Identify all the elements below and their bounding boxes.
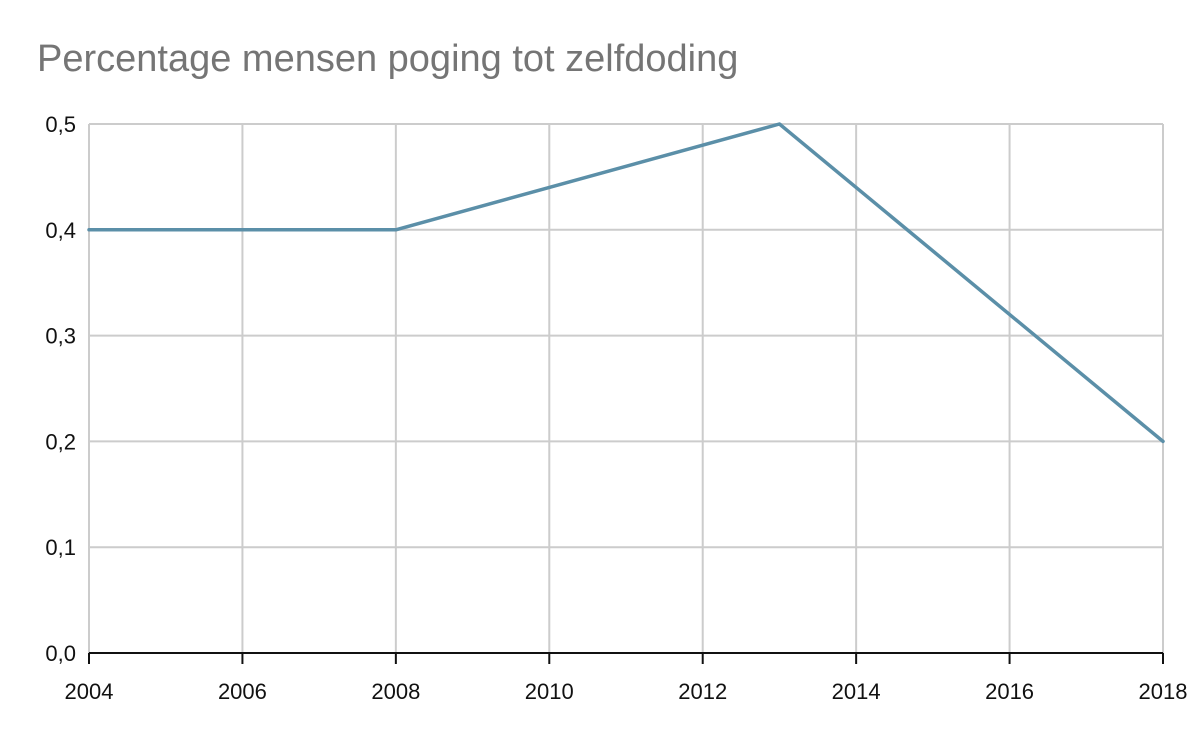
- y-axis-tick-labels: 0,0 0,1 0,2 0,3 0,4 0,5: [45, 112, 76, 666]
- y-tick-label: 0,1: [45, 535, 76, 560]
- x-tick-label: 2018: [1139, 679, 1188, 704]
- x-tick-label: 2016: [985, 679, 1034, 704]
- x-tick-label: 2010: [525, 679, 574, 704]
- x-tick-label: 2012: [678, 679, 727, 704]
- x-axis-tick-labels: 2004 2006 2008 2010 2012 2014 2016 2018: [65, 679, 1188, 704]
- y-tick-label: 0,0: [45, 641, 76, 666]
- x-tick-label: 2008: [371, 679, 420, 704]
- y-tick-label: 0,2: [45, 429, 76, 454]
- series-layer: [87, 122, 1165, 444]
- x-axis: [88, 652, 1164, 664]
- x-tick-label: 2014: [832, 679, 881, 704]
- y-tick-label: 0,5: [45, 112, 76, 137]
- y-tick-label: 0,3: [45, 324, 76, 349]
- grid-lines: [88, 123, 1164, 653]
- x-tick-label: 2004: [65, 679, 114, 704]
- y-tick-label: 0,4: [45, 218, 76, 243]
- chart-title: Percentage mensen poging tot zelfdoding: [37, 38, 739, 80]
- x-tick-label: 2006: [218, 679, 267, 704]
- series-line: [87, 122, 1165, 444]
